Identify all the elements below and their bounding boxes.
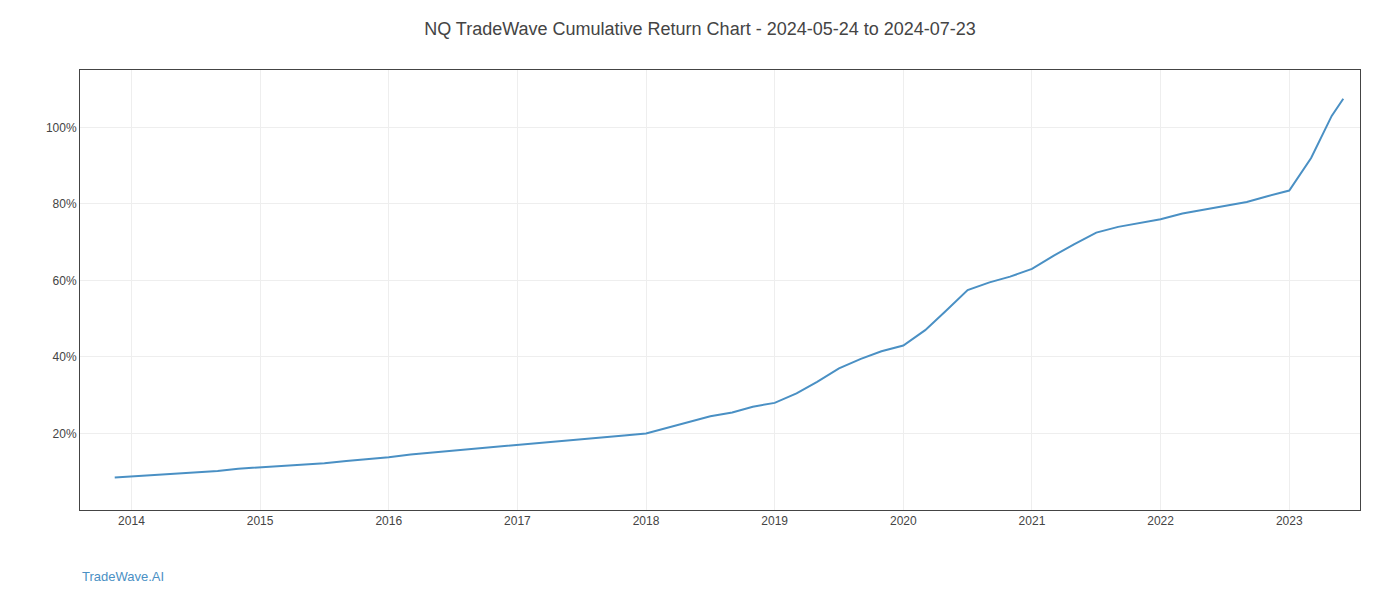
svg-text:2019: 2019 (761, 514, 788, 528)
svg-text:2023: 2023 (1276, 514, 1303, 528)
svg-text:80%: 80% (53, 197, 77, 211)
svg-text:NQ TradeWave Cumulative Return: NQ TradeWave Cumulative Return Chart - 2… (424, 19, 976, 39)
svg-text:60%: 60% (53, 274, 77, 288)
svg-text:2018: 2018 (633, 514, 660, 528)
svg-text:40%: 40% (53, 350, 77, 364)
svg-text:2016: 2016 (375, 514, 402, 528)
svg-text:2022: 2022 (1147, 514, 1174, 528)
svg-text:2015: 2015 (247, 514, 274, 528)
svg-text:TradeWave.AI: TradeWave.AI (82, 569, 164, 584)
svg-text:2014: 2014 (118, 514, 145, 528)
svg-text:2020: 2020 (890, 514, 917, 528)
svg-text:20%: 20% (53, 427, 77, 441)
svg-text:2021: 2021 (1019, 514, 1046, 528)
svg-text:2017: 2017 (504, 514, 531, 528)
svg-text:100%: 100% (46, 121, 77, 135)
